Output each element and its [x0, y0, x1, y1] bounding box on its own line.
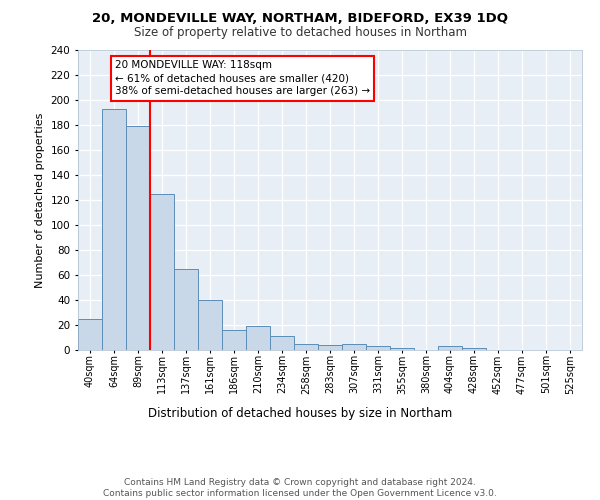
Text: 20 MONDEVILLE WAY: 118sqm
← 61% of detached houses are smaller (420)
38% of semi: 20 MONDEVILLE WAY: 118sqm ← 61% of detac…: [115, 60, 370, 96]
Text: Size of property relative to detached houses in Northam: Size of property relative to detached ho…: [133, 26, 467, 39]
Bar: [366, 346, 390, 350]
Bar: [78, 319, 102, 350]
Bar: [222, 330, 246, 350]
Text: Distribution of detached houses by size in Northam: Distribution of detached houses by size …: [148, 408, 452, 420]
Bar: [126, 126, 150, 350]
Bar: [150, 194, 174, 350]
Bar: [270, 336, 294, 350]
Bar: [102, 109, 126, 350]
Y-axis label: Number of detached properties: Number of detached properties: [35, 112, 45, 288]
Bar: [318, 345, 342, 350]
Text: 20, MONDEVILLE WAY, NORTHAM, BIDEFORD, EX39 1DQ: 20, MONDEVILLE WAY, NORTHAM, BIDEFORD, E…: [92, 12, 508, 26]
Bar: [294, 344, 318, 350]
Bar: [438, 346, 462, 350]
Bar: [174, 269, 198, 350]
Text: Contains HM Land Registry data © Crown copyright and database right 2024.
Contai: Contains HM Land Registry data © Crown c…: [103, 478, 497, 498]
Bar: [390, 348, 414, 350]
Bar: [342, 344, 366, 350]
Bar: [246, 326, 270, 350]
Bar: [198, 300, 222, 350]
Bar: [462, 348, 486, 350]
